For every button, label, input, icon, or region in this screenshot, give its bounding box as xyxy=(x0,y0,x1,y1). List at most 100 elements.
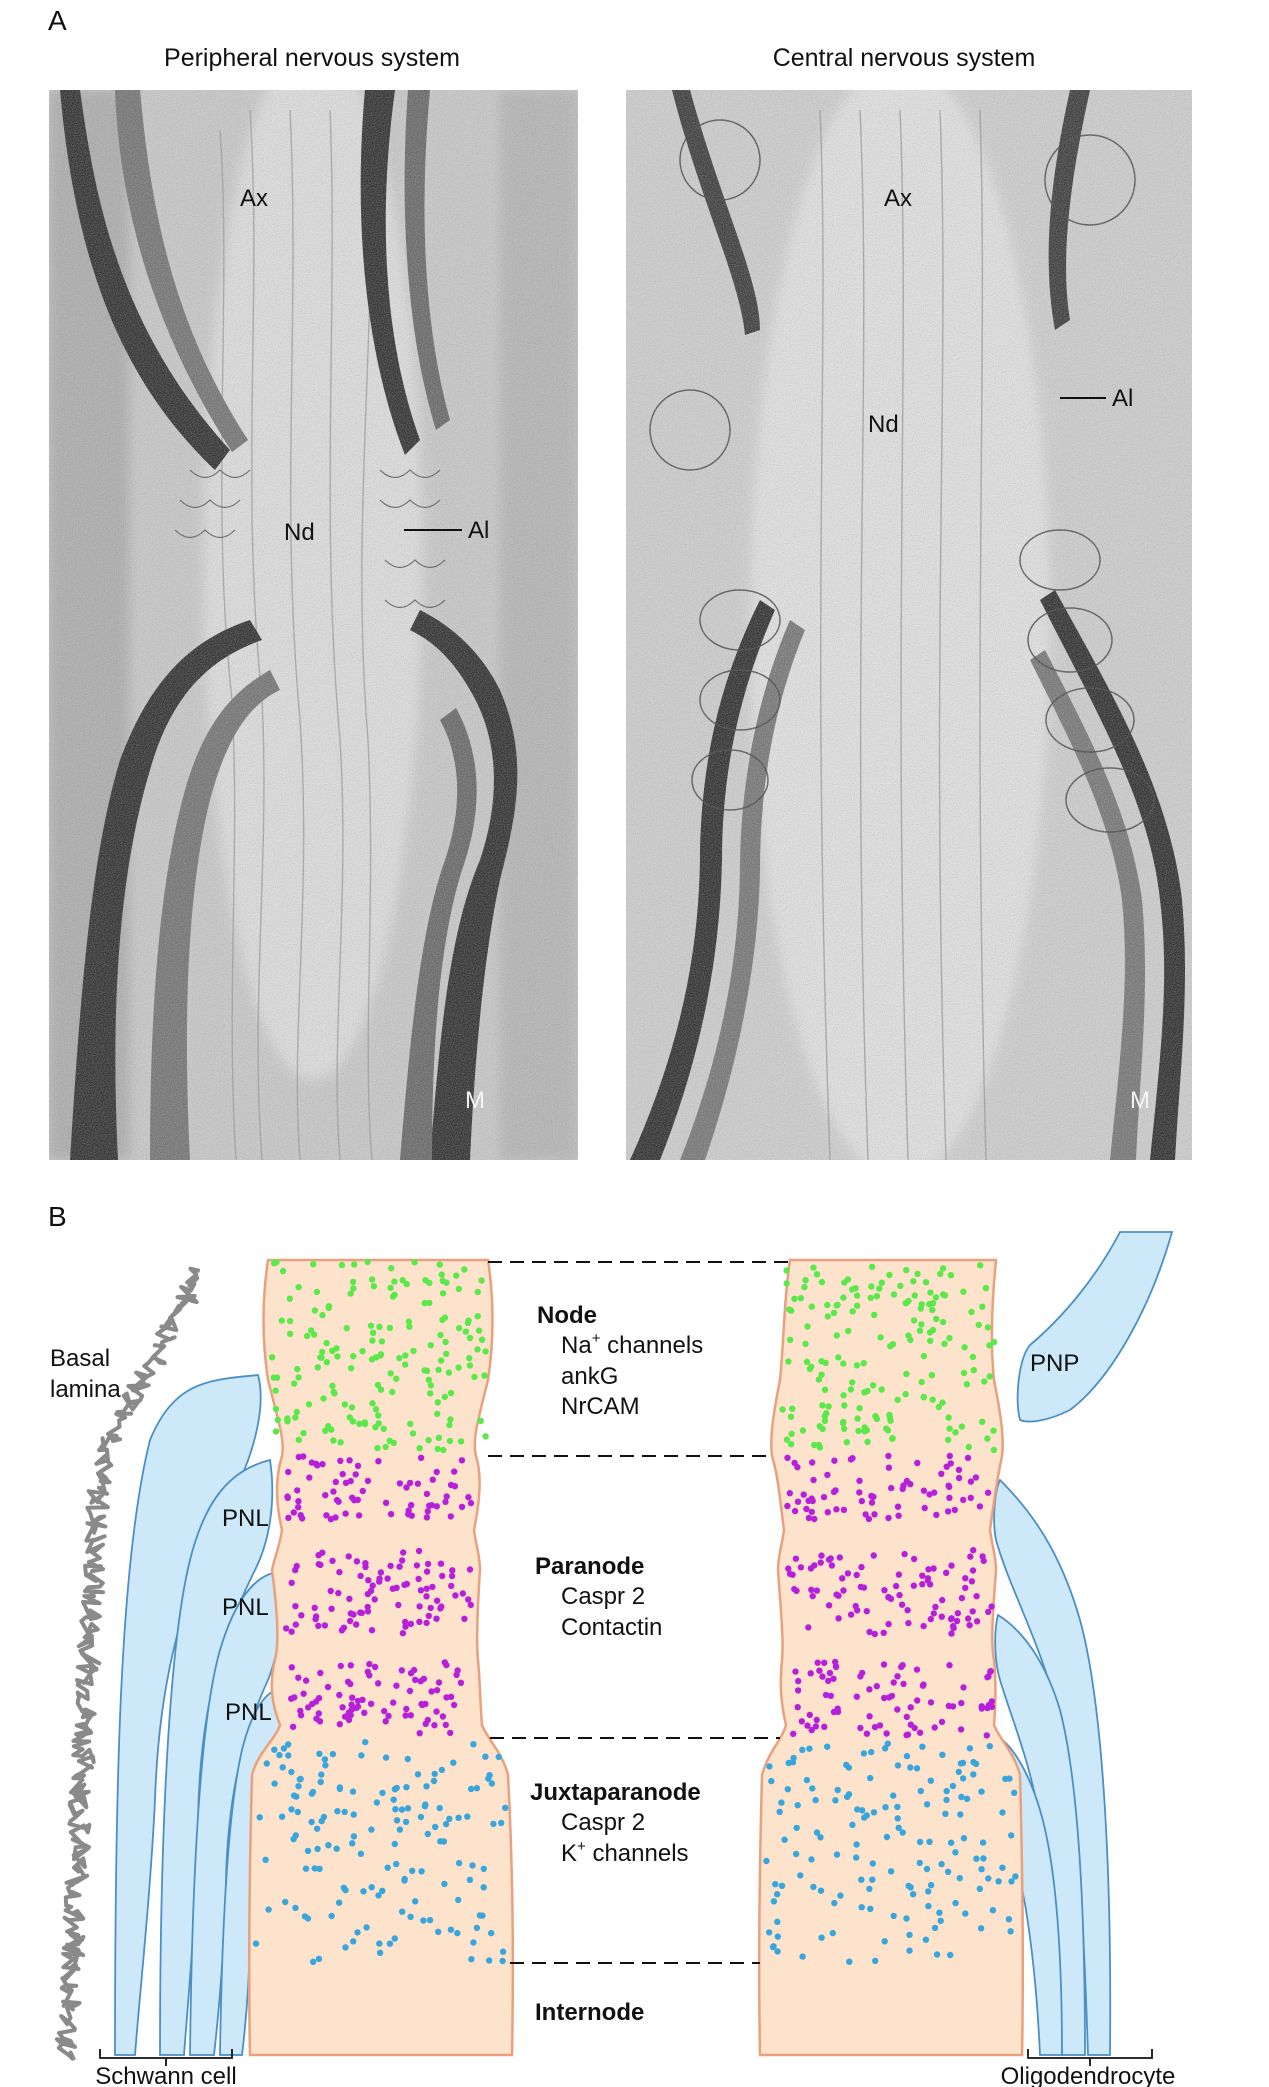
paranode-dot xyxy=(970,1547,977,1554)
node-dot xyxy=(816,1423,823,1430)
paranode-dot xyxy=(407,1670,415,1677)
juxtaparanode-dot xyxy=(308,1818,315,1826)
node-dot xyxy=(377,1386,385,1393)
juxtaparanode-dot xyxy=(843,1761,850,1769)
juxtaparanode-dot xyxy=(770,1943,777,1950)
juxtaparanode-dot xyxy=(817,1887,825,1894)
paranode-dot xyxy=(423,1514,431,1521)
juxtaparanode-dot xyxy=(455,1859,463,1867)
node-dot xyxy=(849,1379,856,1386)
paranode-dot xyxy=(808,1726,815,1734)
juxtaparanode-dot xyxy=(837,1892,844,1899)
node-dot xyxy=(970,1366,977,1374)
node-dot xyxy=(876,1285,883,1292)
node-dot xyxy=(300,1429,307,1437)
juxtaparanode-dot xyxy=(368,1884,375,1891)
paranode-dot xyxy=(371,1663,379,1671)
node-dot xyxy=(372,1406,380,1413)
node-dot xyxy=(279,1267,287,1275)
node-dot xyxy=(445,1369,453,1376)
node-dot xyxy=(349,1278,357,1286)
node-dot xyxy=(292,1414,299,1421)
paranode-dot xyxy=(988,1603,995,1610)
node-dot xyxy=(907,1336,914,1344)
paranode-dot xyxy=(395,1601,402,1609)
node-dot xyxy=(886,1414,894,1421)
paranode-dot xyxy=(973,1593,980,1600)
node-dot xyxy=(849,1308,856,1315)
juxtaparanode-dot xyxy=(499,1948,507,1955)
paranode-dot xyxy=(985,1608,992,1616)
paranode-dot xyxy=(946,1662,953,1669)
juxtaparanode-dot xyxy=(846,1958,853,1965)
paranode-dot xyxy=(927,1615,934,1623)
paranode-dot xyxy=(308,1459,315,1466)
node-dot xyxy=(359,1347,366,1355)
node-dot xyxy=(305,1401,313,1408)
node-dot xyxy=(894,1396,901,1404)
pns-label-axon: Ax xyxy=(240,185,268,212)
juxtaparanode-dot xyxy=(313,1825,321,1832)
paranode-dot xyxy=(794,1704,801,1711)
juxtaparanode-dot xyxy=(412,1898,419,1905)
paranode-dot xyxy=(396,1563,403,1570)
paranode-dot xyxy=(293,1562,300,1570)
node-na-sup: + xyxy=(592,1330,601,1347)
paranode-dot xyxy=(818,1552,825,1559)
node-dot xyxy=(986,1373,993,1380)
paranode-dot xyxy=(355,1512,363,1519)
node-dot xyxy=(356,1420,363,1428)
paranode-dot xyxy=(811,1562,818,1569)
node-dot xyxy=(375,1412,382,1419)
paranode-dot xyxy=(809,1459,816,1466)
juxtaparanode-dot xyxy=(316,1750,323,1758)
paranode-dot xyxy=(958,1594,966,1602)
paranode-dot xyxy=(345,1716,353,1724)
paranode-dot xyxy=(894,1673,901,1680)
juxtaparanode-dot xyxy=(955,1768,962,1776)
juxtaparanode-dot xyxy=(390,1796,397,1803)
node-dot xyxy=(333,1345,340,1352)
paranode-dot xyxy=(406,1687,414,1695)
paranode-dot xyxy=(856,1477,863,1485)
juxtaparanode-dot xyxy=(414,1771,422,1778)
node-dot xyxy=(939,1318,947,1326)
paranode-dot xyxy=(452,1592,459,1599)
juxtaparanode-dot xyxy=(831,1899,838,1907)
node-dot xyxy=(402,1361,409,1368)
paranode-dot xyxy=(807,1670,814,1677)
juxtaparanode-dot xyxy=(792,1850,800,1858)
juxtaparanode-dot xyxy=(869,1876,876,1883)
paranode-dot xyxy=(962,1575,969,1582)
node-dot xyxy=(434,1410,441,1418)
node-dot xyxy=(922,1279,930,1286)
paranode-dot xyxy=(349,1694,356,1701)
paranode-dot xyxy=(403,1484,410,1491)
paranode-dot xyxy=(876,1722,884,1729)
juxtaparanode-dot xyxy=(446,1815,453,1823)
juxtaparanode-dot xyxy=(318,1817,325,1825)
paranode-dot xyxy=(295,1498,302,1505)
paranode-dot xyxy=(931,1724,938,1731)
node-dot xyxy=(387,1370,394,1377)
paranode-dot xyxy=(417,1587,425,1594)
juxtaparanode-dot xyxy=(812,1796,819,1804)
juxtaparanode-dot xyxy=(342,1886,349,1894)
juxtaparanode-dot xyxy=(375,1892,382,1899)
node-dot xyxy=(475,1327,483,1334)
paranode-dot xyxy=(433,1687,441,1694)
node-dot xyxy=(821,1417,829,1425)
juxtaparanode-dot xyxy=(455,1814,462,1822)
paranode-dot xyxy=(870,1552,877,1559)
juxtaparanode-dot xyxy=(407,1913,414,1921)
paranode-dot xyxy=(794,1687,802,1694)
juxtaparanode-dot xyxy=(824,1743,831,1750)
juxtaparanode-dot xyxy=(986,1743,993,1750)
node-dot xyxy=(811,1441,818,1449)
node-dot xyxy=(437,1357,445,1364)
paranode-dot xyxy=(423,1619,430,1627)
paranode-dot xyxy=(431,1722,438,1729)
node-dot xyxy=(478,1277,485,1284)
node-dot xyxy=(815,1441,823,1449)
node-dot xyxy=(958,1423,966,1430)
